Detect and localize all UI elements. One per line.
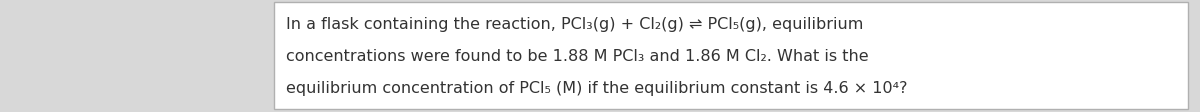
Text: equilibrium concentration of PCl₅ (M) if the equilibrium constant is 4.6 × 10⁴?: equilibrium concentration of PCl₅ (M) if… — [286, 80, 907, 95]
Text: concentrations were found to be 1.88 M PCl₃ and 1.86 M Cl₂. What is the: concentrations were found to be 1.88 M P… — [286, 49, 869, 63]
FancyBboxPatch shape — [274, 3, 1188, 109]
Text: In a flask containing the reaction, PCl₃(g) + Cl₂(g) ⇌ PCl₅(g), equilibrium: In a flask containing the reaction, PCl₃… — [286, 17, 863, 32]
